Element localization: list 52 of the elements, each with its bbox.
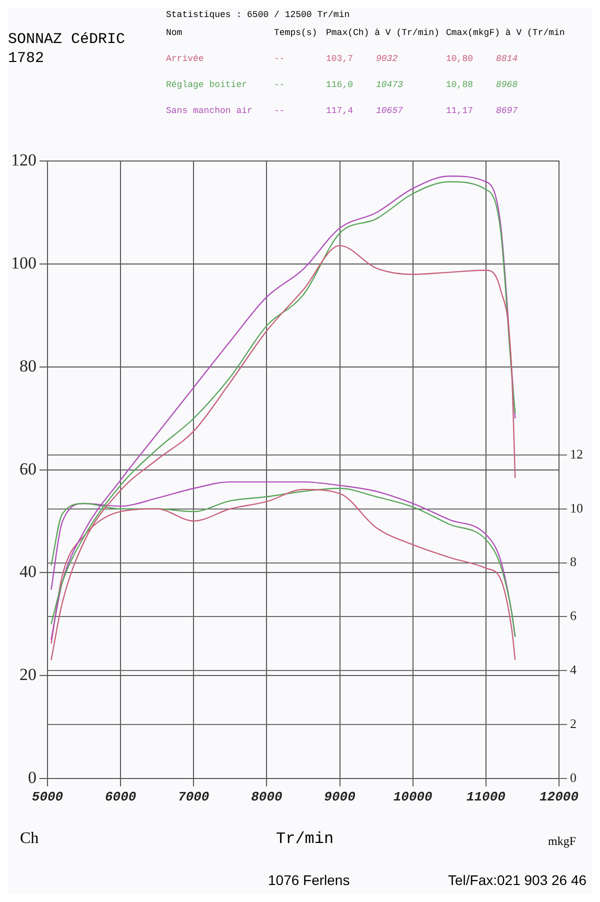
x-tick-label: 5000 [32, 789, 64, 804]
text: 103,7 [326, 54, 354, 66]
text: 8814 [496, 54, 519, 66]
y-tick-label: 60 [20, 459, 36, 478]
text: Arrivée [166, 54, 205, 66]
text: Réglage boitier [166, 80, 248, 92]
y2-tick-label: 2 [570, 716, 576, 731]
text: 10657 [376, 106, 404, 118]
text: 11,17 [446, 106, 474, 118]
x-tick-label: 11000 [466, 789, 506, 804]
text: Nom [166, 28, 184, 40]
y2-tick-label: 0 [570, 770, 576, 785]
y2-tick-label: 12 [570, 446, 583, 462]
text: Tel/Fax:021 903 26 46 [448, 872, 587, 888]
text: -- [274, 80, 286, 92]
x-tick-label: 6000 [104, 789, 136, 804]
text: Cmax(mkgF) à V (Tr/min [446, 28, 565, 40]
text: -- [274, 106, 286, 118]
text: 8697 [496, 106, 519, 118]
y-tick-label: 100 [11, 254, 36, 273]
x-tick-label: 7000 [178, 789, 210, 804]
x-tick-label: 12000 [539, 789, 579, 804]
y2-axis-title: mkgF [548, 834, 576, 849]
y2-tick-label: 4 [570, 662, 577, 678]
text: 9032 [376, 54, 399, 66]
y2-tick-label: 6 [570, 608, 577, 624]
text: 1782 [8, 49, 46, 68]
y2-tick-label: 10 [570, 500, 583, 516]
x-tick-label: 9000 [324, 789, 356, 804]
text: 10,80 [446, 54, 474, 66]
x-tick-label: 10000 [393, 789, 433, 804]
y-axis-title: Ch [20, 830, 39, 848]
y-tick-label: 40 [20, 562, 36, 582]
y-tick-label: 0 [28, 768, 36, 787]
x-tick-label: 8000 [251, 789, 283, 804]
text: 10,88 [446, 80, 474, 92]
text: 116,0 [326, 80, 354, 92]
text: Temps(s) [274, 28, 318, 40]
text: 1076 Ferlens [268, 872, 350, 888]
text: Pmax(Ch) à V (Tr/min) [326, 28, 440, 40]
y-tick-label: 80 [20, 356, 36, 376]
text: -- [274, 54, 286, 66]
text: Statistiques : 6500 / 12500 Tr/min [166, 10, 351, 20]
text: 117,4 [326, 106, 354, 118]
y-tick-label: 120 [11, 150, 36, 170]
text: 10473 [376, 80, 404, 92]
y2-tick-label: 8 [570, 554, 576, 570]
text: SONNAZ CéDRIC [8, 30, 126, 49]
text: 8968 [496, 80, 519, 92]
text: Sans manchon air [166, 106, 254, 118]
y-tick-label: 20 [20, 665, 36, 684]
x-axis-title: Tr/min [276, 830, 334, 848]
